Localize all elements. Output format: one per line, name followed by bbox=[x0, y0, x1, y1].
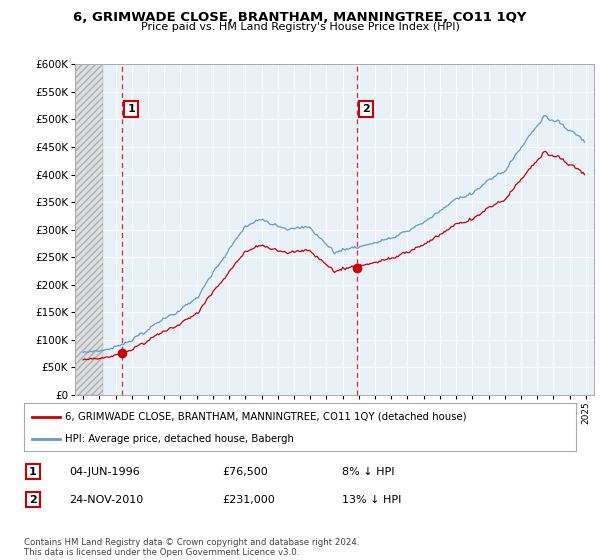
Text: 1: 1 bbox=[29, 466, 37, 477]
Polygon shape bbox=[75, 64, 103, 395]
Text: 13% ↓ HPI: 13% ↓ HPI bbox=[342, 494, 401, 505]
Text: HPI: Average price, detached house, Babergh: HPI: Average price, detached house, Babe… bbox=[65, 434, 294, 444]
Text: 04-JUN-1996: 04-JUN-1996 bbox=[69, 466, 140, 477]
Text: Contains HM Land Registry data © Crown copyright and database right 2024.
This d: Contains HM Land Registry data © Crown c… bbox=[24, 538, 359, 557]
Text: 6, GRIMWADE CLOSE, BRANTHAM, MANNINGTREE, CO11 1QY: 6, GRIMWADE CLOSE, BRANTHAM, MANNINGTREE… bbox=[73, 11, 527, 24]
Text: Price paid vs. HM Land Registry's House Price Index (HPI): Price paid vs. HM Land Registry's House … bbox=[140, 22, 460, 32]
Text: 1: 1 bbox=[127, 104, 135, 114]
Text: 24-NOV-2010: 24-NOV-2010 bbox=[69, 494, 143, 505]
Text: £231,000: £231,000 bbox=[222, 494, 275, 505]
Text: 2: 2 bbox=[29, 494, 37, 505]
Text: £76,500: £76,500 bbox=[222, 466, 268, 477]
Text: 8% ↓ HPI: 8% ↓ HPI bbox=[342, 466, 395, 477]
Text: 6, GRIMWADE CLOSE, BRANTHAM, MANNINGTREE, CO11 1QY (detached house): 6, GRIMWADE CLOSE, BRANTHAM, MANNINGTREE… bbox=[65, 412, 467, 422]
Text: 2: 2 bbox=[362, 104, 370, 114]
